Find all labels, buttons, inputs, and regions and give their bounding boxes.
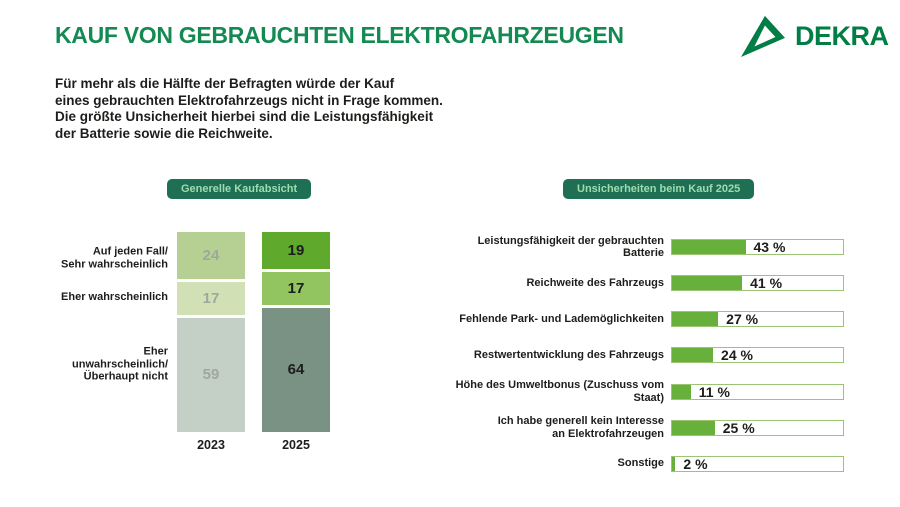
bar-value: 2 % bbox=[683, 455, 708, 472]
stacked-column-2025: 19 17 64 bbox=[262, 232, 330, 433]
bar-track: 41 % bbox=[671, 275, 844, 291]
bar-fill bbox=[672, 240, 746, 254]
bar-track: 27 % bbox=[671, 311, 844, 327]
bar-row: Sonstige 2 % bbox=[450, 451, 844, 477]
bar-label: Höhe des Umweltbonus (Zuschuss vom Staat… bbox=[455, 379, 664, 404]
bar-label: Fehlende Park- und Lademöglichkeiten bbox=[459, 312, 664, 325]
stacked-segment: 24 bbox=[177, 232, 245, 279]
bar-fill bbox=[672, 456, 676, 471]
stacked-segment: 17 bbox=[262, 271, 330, 305]
stacked-row-label: Auf jeden Fall/ Sehr wahrscheinlich bbox=[61, 245, 168, 271]
bar-track: 11 % bbox=[671, 383, 844, 400]
intro-text: Für mehr als die Hälfte der Befragten wü… bbox=[55, 76, 443, 141]
bar-label: Leistungsfähigkeit der gebrauchten Batte… bbox=[477, 234, 664, 260]
year-label: 2023 bbox=[197, 438, 225, 452]
bar-track: 43 % bbox=[671, 239, 844, 255]
stacked-segment: 59 bbox=[177, 317, 245, 433]
stacked-row-label: Eher wahrscheinlich bbox=[61, 290, 168, 303]
page-title: KAUF VON GEBRAUCHTEN ELEKTROFAHRZEUGEN bbox=[55, 22, 624, 48]
bar-row: Höhe des Umweltbonus (Zuschuss vom Staat… bbox=[450, 379, 844, 405]
purchase-intent-stacked-chart: Auf jeden Fall/ Sehr wahrscheinlich Eher … bbox=[55, 220, 345, 465]
year-label: 2025 bbox=[282, 438, 310, 452]
dekra-arrow-icon bbox=[741, 15, 785, 58]
bar-row: Ich habe generell kein Interesse an Elek… bbox=[450, 415, 844, 441]
bar-fill bbox=[672, 276, 743, 290]
bar-label: Restwertentwicklung des Fahrzeugs bbox=[473, 348, 664, 361]
bar-track: 24 % bbox=[671, 347, 844, 363]
bar-track: 2 % bbox=[671, 455, 844, 472]
bar-label: Ich habe generell kein Interesse an Elek… bbox=[497, 415, 664, 440]
stacked-segment: 17 bbox=[177, 281, 245, 315]
bar-row: Leistungsfähigkeit der gebrauchten Batte… bbox=[450, 234, 844, 260]
bar-fill bbox=[672, 348, 713, 362]
bar-row: Fehlende Park- und Lademöglichkeiten 27 % bbox=[450, 306, 844, 332]
dekra-logo-text: DEKRA bbox=[795, 20, 889, 51]
bar-row: Reichweite des Fahrzeugs 41 % bbox=[450, 270, 844, 296]
bar-value: 41 % bbox=[750, 275, 783, 291]
right-chart-badge: Unsicherheiten beim Kauf 2025 bbox=[563, 179, 755, 199]
bar-fill bbox=[672, 420, 715, 435]
stacked-segment: 64 bbox=[262, 307, 330, 433]
bar-track: 25 % bbox=[671, 419, 844, 436]
stacked-column-2023: 24 17 59 bbox=[177, 232, 245, 433]
bar-value: 24 % bbox=[721, 347, 753, 363]
bar-label: Reichweite des Fahrzeugs bbox=[526, 276, 664, 289]
left-chart-badge: Generelle Kaufabsicht bbox=[167, 179, 312, 199]
uncertainties-bar-chart: Leistungsfähigkeit der gebrauchten Batte… bbox=[450, 230, 844, 480]
stacked-row-label: Eher unwahrscheinlich/ Überhaupt nicht bbox=[72, 345, 168, 383]
bar-value: 25 % bbox=[722, 419, 755, 436]
bar-fill bbox=[672, 384, 691, 399]
bar-row: Restwertentwicklung des Fahrzeugs 24 % bbox=[450, 342, 844, 368]
bar-label: Sonstige bbox=[617, 457, 664, 470]
bar-fill bbox=[672, 312, 719, 326]
dekra-logo: DEKRA bbox=[740, 14, 889, 58]
bar-value: 27 % bbox=[726, 311, 759, 327]
bar-value: 11 % bbox=[698, 383, 730, 400]
stacked-segment: 19 bbox=[262, 232, 330, 269]
bar-value: 43 % bbox=[753, 239, 786, 255]
